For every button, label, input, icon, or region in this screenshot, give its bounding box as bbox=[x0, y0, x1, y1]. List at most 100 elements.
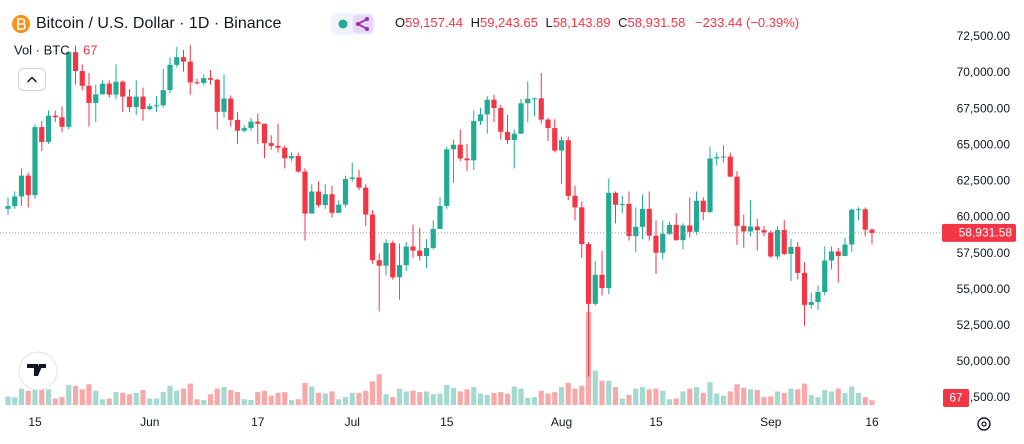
volume-bar bbox=[660, 390, 666, 405]
candle-body bbox=[633, 226, 639, 237]
x-tick-label: Aug bbox=[551, 415, 572, 429]
candle-body bbox=[106, 83, 112, 95]
volume-bar bbox=[207, 394, 214, 405]
symbol-icon-glyph bbox=[17, 18, 26, 30]
volume-bar bbox=[52, 398, 58, 405]
candle-body bbox=[302, 171, 308, 214]
volume-bar bbox=[565, 382, 571, 405]
candle-body bbox=[538, 98, 544, 120]
y-tick-label: 57,500.00 bbox=[957, 246, 1011, 260]
candle-body bbox=[126, 96, 133, 108]
volume-bar bbox=[93, 390, 99, 405]
candle-body bbox=[504, 131, 511, 141]
candle-body bbox=[228, 98, 234, 120]
candle-body bbox=[99, 83, 106, 95]
volume-bar bbox=[329, 391, 335, 405]
candle-body bbox=[525, 98, 531, 104]
volume-bar bbox=[572, 388, 578, 405]
candle-body bbox=[201, 78, 207, 84]
candle-body bbox=[410, 246, 416, 251]
volume-bar bbox=[403, 391, 409, 405]
candle-body bbox=[741, 225, 747, 232]
candle-body bbox=[815, 292, 821, 303]
volume-bar bbox=[248, 400, 254, 405]
volume-bar bbox=[126, 394, 133, 405]
legend-label: O bbox=[395, 15, 405, 30]
candle-body bbox=[383, 242, 389, 266]
candle-body bbox=[309, 191, 315, 214]
legend-value: 58,931.58 bbox=[628, 15, 686, 30]
candle-body bbox=[396, 265, 403, 278]
volume-bar bbox=[342, 397, 349, 405]
y-tick-label: 50,000.00 bbox=[957, 354, 1011, 368]
candle-body bbox=[86, 85, 92, 103]
candle-body bbox=[423, 247, 430, 257]
candle-body bbox=[565, 140, 571, 196]
x-tick-label: Jun bbox=[140, 415, 159, 429]
candle-body bbox=[599, 274, 605, 289]
candle-body bbox=[828, 251, 835, 261]
volume-bar bbox=[531, 397, 538, 405]
chart-title: Bitcoin / U.S. Dollar · 1D · Binance bbox=[36, 15, 282, 32]
plot-area bbox=[5, 44, 875, 405]
market-open-dot bbox=[338, 19, 348, 29]
candle-body bbox=[511, 133, 517, 141]
candle-body bbox=[835, 251, 841, 256]
candle-body bbox=[376, 260, 382, 266]
volume-bar bbox=[666, 399, 673, 405]
volume-bar bbox=[626, 395, 632, 405]
volume-bar bbox=[646, 389, 652, 405]
volume-bar bbox=[457, 391, 463, 405]
volume-bar bbox=[32, 381, 38, 405]
candle-body bbox=[673, 224, 679, 241]
volume-bar bbox=[180, 388, 187, 405]
collapse-button[interactable] bbox=[18, 68, 46, 91]
candle-body bbox=[612, 192, 619, 205]
volume-bar bbox=[140, 390, 146, 405]
volume-bar bbox=[18, 388, 25, 405]
y-tick-label: 70,000.00 bbox=[957, 65, 1011, 79]
volume-bar bbox=[214, 388, 220, 405]
volume-legend: Vol · BTC bbox=[14, 42, 70, 57]
settings-button[interactable] bbox=[977, 417, 991, 431]
volume-bar bbox=[808, 395, 814, 405]
volume-bar bbox=[288, 400, 295, 405]
candle-body bbox=[349, 177, 355, 179]
candle-body bbox=[322, 194, 328, 206]
candle-body bbox=[315, 191, 322, 206]
volume-bar bbox=[396, 388, 403, 405]
candle-body bbox=[234, 119, 241, 131]
y-tick-label: 60,000.00 bbox=[957, 210, 1011, 224]
volume-bar bbox=[504, 393, 511, 405]
volume-bar bbox=[322, 393, 328, 405]
x-tick-label: 15 bbox=[440, 415, 454, 429]
legend-value: 59,243.65 bbox=[480, 15, 538, 30]
candle-body bbox=[666, 224, 673, 234]
volume-bar bbox=[498, 392, 504, 405]
candle-body bbox=[484, 99, 490, 115]
last-price-badge bbox=[942, 223, 1016, 242]
volume-bar bbox=[822, 390, 828, 405]
volume-bar bbox=[86, 384, 92, 405]
candle-body bbox=[194, 82, 200, 84]
candle-body bbox=[39, 127, 45, 142]
candle-body bbox=[471, 121, 477, 161]
candle-body bbox=[221, 98, 227, 112]
candle-body bbox=[342, 178, 349, 205]
volume-bar bbox=[12, 397, 18, 405]
candle-body bbox=[747, 226, 754, 232]
candle-body bbox=[25, 175, 31, 196]
candle-body bbox=[275, 145, 281, 148]
candle-body bbox=[639, 208, 646, 227]
volume-bar bbox=[687, 388, 693, 405]
volume-bar bbox=[194, 399, 200, 405]
candle-body bbox=[781, 230, 787, 254]
volume-bar bbox=[714, 393, 720, 405]
volume-bar bbox=[795, 389, 801, 405]
volume-bar bbox=[815, 397, 821, 405]
candle-body bbox=[842, 244, 848, 256]
volume-bar bbox=[282, 392, 288, 405]
candle-body bbox=[160, 90, 166, 106]
candle-body bbox=[329, 194, 335, 213]
